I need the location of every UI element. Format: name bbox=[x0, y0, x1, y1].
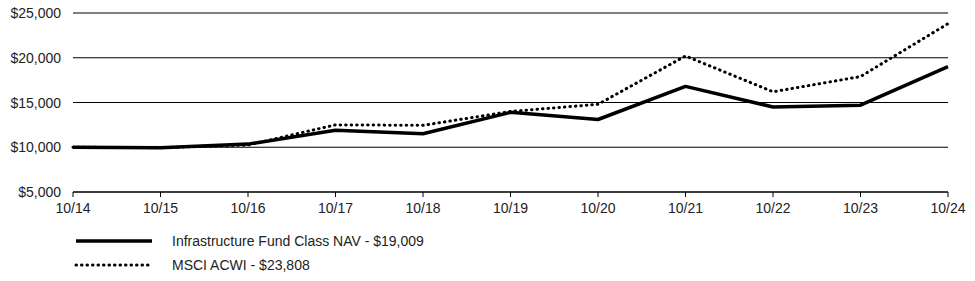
x-tick-label: 10/14 bbox=[55, 200, 90, 216]
plot-area bbox=[73, 24, 948, 148]
x-tick-label: 10/18 bbox=[405, 200, 440, 216]
y-tick-label: $5,000 bbox=[18, 184, 61, 200]
x-tick bbox=[248, 192, 249, 197]
x-tick bbox=[160, 192, 161, 197]
chart-container: $5,000 $10,000 $15,000 $20,000 $25,000 10/14 1… bbox=[0, 0, 975, 281]
x-tick-label: 10/22 bbox=[755, 200, 790, 216]
x-tick bbox=[423, 192, 424, 197]
legend-swatch bbox=[76, 239, 152, 243]
x-tick-label: 10/15 bbox=[143, 200, 178, 216]
series-line bbox=[73, 24, 948, 148]
x-tick bbox=[685, 192, 686, 197]
y-tick-label: $25,000 bbox=[10, 5, 61, 21]
y-tick-label: $20,000 bbox=[10, 50, 61, 66]
x-tick bbox=[335, 192, 336, 197]
x-tick-label: 10/20 bbox=[580, 200, 615, 216]
x-tick bbox=[948, 192, 949, 197]
x-tick-label: 10/24 bbox=[930, 200, 965, 216]
legend-swatch bbox=[76, 264, 152, 267]
y-tick-label: $10,000 bbox=[10, 139, 61, 155]
x-tick bbox=[773, 192, 774, 197]
chart-svg: $5,000 $10,000 $15,000 $20,000 $25,000 10/14 1… bbox=[0, 0, 975, 281]
x-tick-label: 10/19 bbox=[493, 200, 528, 216]
series-line bbox=[73, 67, 948, 148]
x-tick-label: 10/23 bbox=[843, 200, 878, 216]
x-tick bbox=[860, 192, 861, 197]
grid-line bbox=[73, 57, 948, 58]
grid-line bbox=[73, 102, 948, 103]
x-tick-label: 10/16 bbox=[230, 200, 265, 216]
x-tick-label: 10/21 bbox=[668, 200, 703, 216]
x-tick bbox=[73, 192, 74, 197]
y-tick-label: $15,000 bbox=[10, 95, 61, 111]
grid-line bbox=[73, 12, 948, 13]
legend-label: MSCI ACWI - $23,808 bbox=[172, 257, 310, 273]
legend-label: Infrastructure Fund Class NAV - $19,009 bbox=[172, 233, 424, 249]
x-tick bbox=[510, 192, 511, 197]
x-tick bbox=[598, 192, 599, 197]
x-tick-label: 10/17 bbox=[318, 200, 353, 216]
